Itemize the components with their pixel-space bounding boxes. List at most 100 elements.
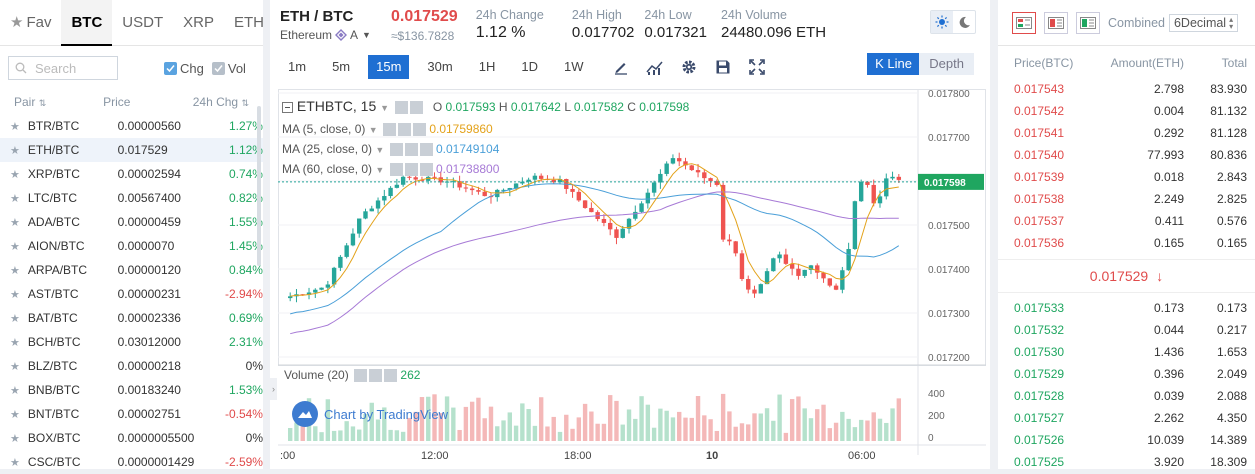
save-button[interactable] (713, 57, 733, 77)
view-bids-button[interactable] (1076, 11, 1100, 34)
bid-row[interactable]: 0.017527 2.262 4.350 (998, 407, 1255, 429)
coin-selector[interactable]: Ethereum A ▼ (280, 28, 371, 42)
sort-chg[interactable]: 24h Chg ⇅ (169, 95, 249, 109)
star-icon[interactable]: ★ (10, 408, 20, 421)
interval-1h-button[interactable]: 1H (478, 59, 496, 74)
bid-row[interactable]: 0.017525 3.920 18.309 (998, 451, 1255, 473)
gear-icon[interactable] (409, 100, 423, 114)
sort-pair[interactable]: Pair ⇅ (14, 95, 103, 109)
pair-row[interactable]: ★ BNB/BTC 0.00183240 1.53% (0, 378, 263, 402)
pair-row[interactable]: ★ XRP/BTC 0.00002594 0.74% (0, 162, 263, 186)
pair-list-scrollbar[interactable] (257, 106, 261, 266)
collapse-icon[interactable] (282, 101, 293, 113)
eye-icon[interactable] (389, 143, 403, 157)
star-icon[interactable]: ★ (10, 360, 20, 373)
star-icon[interactable]: ★ (10, 336, 20, 349)
star-icon[interactable]: ★ (10, 144, 20, 157)
star-icon[interactable]: ★ (10, 192, 20, 205)
tab-eth[interactable]: ETH (233, 13, 264, 31)
close-icon[interactable] (419, 163, 433, 177)
chart-area[interactable]: 0.0178000.0177000.0176000.0175000.017400… (278, 89, 986, 469)
bid-row[interactable]: 0.017530 1.436 1.653 (998, 341, 1255, 363)
gear-icon[interactable] (397, 123, 411, 137)
pair-row[interactable]: ★ ETH/BTC 0.017529 1.12% (0, 138, 263, 162)
gear-icon[interactable] (369, 369, 383, 383)
eye-icon[interactable] (354, 369, 368, 383)
settings-button[interactable] (679, 57, 699, 77)
depth-button[interactable]: Depth (919, 53, 974, 75)
interval-1m-button[interactable]: 1m (288, 59, 307, 74)
interval-30m-button[interactable]: 30m (427, 59, 453, 74)
bid-row[interactable]: 0.017529 0.396 2.049 (998, 363, 1255, 385)
decimal-select[interactable]: 6Decimal ▴ ▾ (1168, 13, 1239, 32)
tab-btc[interactable]: BTC (61, 0, 113, 46)
eye-icon[interactable] (389, 163, 403, 177)
indicators-button[interactable] (645, 57, 665, 77)
close-icon[interactable] (384, 369, 398, 383)
pair-row[interactable]: ★ ADA/BTC 0.00000459 1.55% (0, 210, 263, 234)
tab-fav[interactable]: ★ Fav (0, 0, 61, 46)
ask-row[interactable]: 0.017537 0.411 0.576 (998, 210, 1255, 232)
draw-tool-button[interactable] (611, 57, 631, 77)
star-icon[interactable]: ★ (10, 384, 20, 397)
volume-bar (689, 417, 694, 441)
star-icon[interactable]: ★ (10, 216, 20, 229)
sort-price[interactable]: Price (103, 95, 169, 109)
interval-1d-button[interactable]: 1D (521, 59, 538, 74)
star-icon[interactable]: ★ (10, 456, 20, 469)
dark-theme-button[interactable] (953, 11, 975, 33)
star-icon[interactable]: ★ (10, 432, 20, 445)
candlestick-chart[interactable]: 0.0178000.0177000.0176000.0175000.017400… (278, 89, 986, 469)
bid-row[interactable]: 0.017532 0.044 0.217 (998, 319, 1255, 341)
vol-toggle[interactable]: Vol (211, 61, 246, 76)
tab-xrp[interactable]: XRP (183, 13, 214, 31)
star-icon[interactable]: ★ (10, 264, 20, 277)
ask-row[interactable]: 0.017539 0.018 2.843 (998, 166, 1255, 188)
view-both-button[interactable] (1012, 11, 1036, 34)
ask-row[interactable]: 0.017542 0.004 81.132 (998, 100, 1255, 122)
interval-1w-button[interactable]: 1W (563, 59, 584, 74)
star-icon[interactable]: ★ (10, 168, 20, 181)
panel-collapse-handle[interactable]: › (270, 378, 277, 400)
gear-icon[interactable] (404, 143, 418, 157)
close-icon[interactable] (419, 143, 433, 157)
view-asks-button[interactable] (1044, 11, 1068, 34)
eye-icon[interactable] (382, 123, 396, 137)
star-icon[interactable]: ★ (10, 120, 20, 133)
tradingview-watermark[interactable]: Chart by TradingView (292, 401, 448, 427)
kline-button[interactable]: K Line (867, 53, 920, 75)
star-icon[interactable]: ★ (10, 312, 20, 325)
pair-row[interactable]: ★ CSC/BTC 0.0000001429 -2.59% (0, 450, 263, 474)
tab-usdt[interactable]: USDT (122, 13, 164, 31)
gear-icon[interactable] (404, 163, 418, 177)
pair-row[interactable]: ★ BNT/BTC 0.00002751 -0.54% (0, 402, 263, 426)
ask-row[interactable]: 0.017538 2.249 2.825 (998, 188, 1255, 210)
pair-row[interactable]: ★ LTC/BTC 0.00567400 0.82% (0, 186, 263, 210)
pair-row[interactable]: ★ AION/BTC 0.0000070 1.45% (0, 234, 263, 258)
pair-row[interactable]: ★ BOX/BTC 0.0000005500 0% (0, 426, 263, 450)
search-input[interactable] (35, 60, 105, 76)
chg-toggle[interactable]: Chg (164, 61, 204, 76)
light-theme-button[interactable] (931, 11, 953, 33)
pair-row[interactable]: ★ BAT/BTC 0.00002336 0.69% (0, 306, 263, 330)
close-icon[interactable] (412, 123, 426, 137)
bid-row[interactable]: 0.017533 0.173 0.173 (998, 297, 1255, 319)
interval-15m-button[interactable]: 15m (368, 55, 410, 79)
pair-row[interactable]: ★ BTR/BTC 0.00000560 1.27% (0, 114, 263, 138)
ask-row[interactable]: 0.017543 2.798 83.930 (998, 78, 1255, 100)
pair-row[interactable]: ★ BLZ/BTC 0.00000218 0% (0, 354, 263, 378)
pair-row[interactable]: ★ ARPA/BTC 0.00000120 0.84% (0, 258, 263, 282)
ask-row[interactable]: 0.017540 77.993 80.836 (998, 144, 1255, 166)
fullscreen-button[interactable] (747, 57, 767, 77)
bid-row[interactable]: 0.017528 0.039 2.088 (998, 385, 1255, 407)
ask-row[interactable]: 0.017541 0.292 81.128 (998, 122, 1255, 144)
interval-5m-button[interactable]: 5m (332, 59, 351, 74)
star-icon[interactable]: ★ (10, 240, 20, 253)
bid-row[interactable]: 0.017526 10.039 14.389 (998, 429, 1255, 451)
pair-row[interactable]: ★ BCH/BTC 0.03012000 2.31% (0, 330, 263, 354)
ask-row[interactable]: 0.017536 0.165 0.165 (998, 232, 1255, 254)
star-icon[interactable]: ★ (10, 288, 20, 301)
eye-icon[interactable] (394, 100, 408, 114)
pair-row[interactable]: ★ AST/BTC 0.00000231 -2.94% (0, 282, 263, 306)
candle-body (551, 179, 556, 183)
